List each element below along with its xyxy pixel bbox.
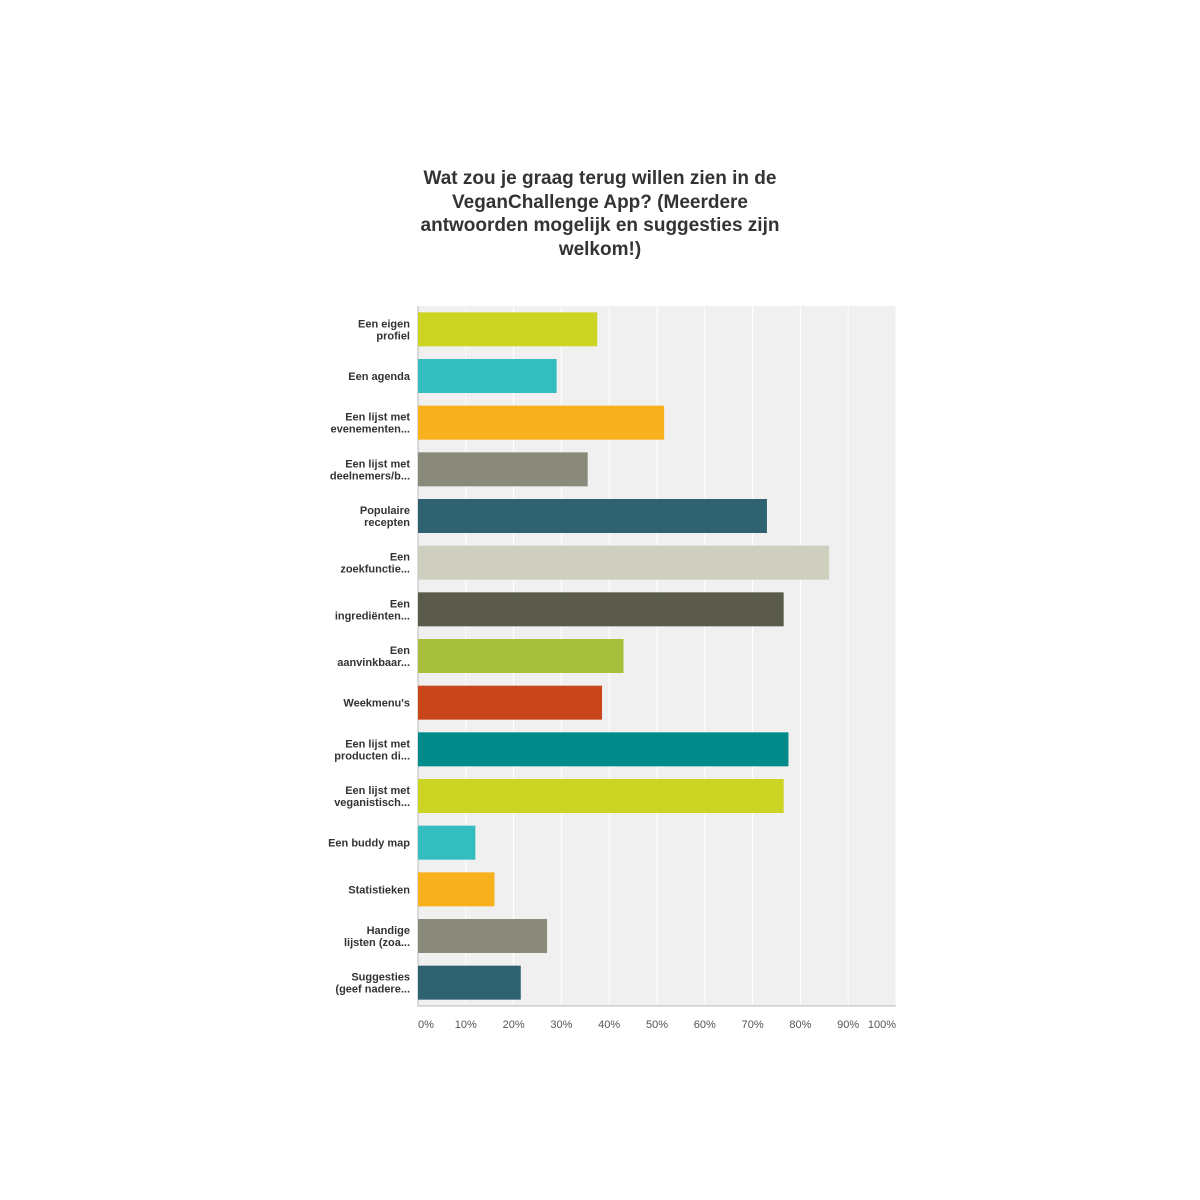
category-label: Een zoekfunctie...: [340, 552, 410, 576]
category-label: Een ingrediënten...: [335, 598, 410, 622]
bar: [418, 965, 521, 1000]
x-tick-label: 50%: [646, 1019, 668, 1031]
category-label: Suggesties (geef nadere...: [335, 972, 410, 996]
bar: [418, 312, 598, 347]
category-label: Handige lijsten (zoa...: [344, 925, 410, 949]
category-label: Weekmenu's: [343, 698, 410, 710]
bar: [418, 545, 830, 580]
x-tick-label: 40%: [598, 1019, 620, 1031]
category-label: Een agenda: [348, 371, 411, 383]
x-tick-label: 60%: [694, 1019, 716, 1031]
category-label: Een lijst met evenementen...: [331, 412, 411, 436]
bar: [418, 872, 495, 907]
category-label: Populaire recepten: [360, 505, 410, 529]
x-tick-label: 100%: [868, 1019, 896, 1031]
bar: [418, 639, 624, 673]
bar: [418, 405, 665, 440]
bar: [418, 452, 588, 487]
x-tick-label: 10%: [455, 1019, 477, 1031]
bar: [418, 685, 603, 720]
bar: [418, 592, 784, 627]
category-label: Een buddy map: [328, 838, 410, 850]
bar: [418, 732, 789, 767]
bar: [418, 919, 548, 953]
x-tick-label: 80%: [789, 1019, 811, 1031]
category-label: Statistieken: [348, 884, 410, 896]
category-label: Een lijst met deelnemers/b...: [330, 458, 410, 482]
bar: [418, 499, 767, 533]
x-tick-label: 90%: [837, 1019, 859, 1031]
bar: [418, 779, 784, 813]
category-label: Een eigen profiel: [358, 318, 410, 342]
x-tick-label: 0%: [418, 1019, 434, 1031]
chart-title: Wat zou je graag terug willen zien in de…: [420, 168, 780, 260]
category-label: Een lijst met veganistisch...: [334, 785, 410, 809]
category-label: Een lijst met producten di...: [334, 738, 410, 762]
category-label: Een aanvinkbaar...: [337, 645, 410, 669]
x-tick-label: 20%: [503, 1019, 525, 1031]
bar: [418, 359, 557, 393]
bar: [418, 825, 476, 860]
x-tick-label: 30%: [550, 1019, 572, 1031]
x-tick-label: 70%: [742, 1019, 764, 1031]
